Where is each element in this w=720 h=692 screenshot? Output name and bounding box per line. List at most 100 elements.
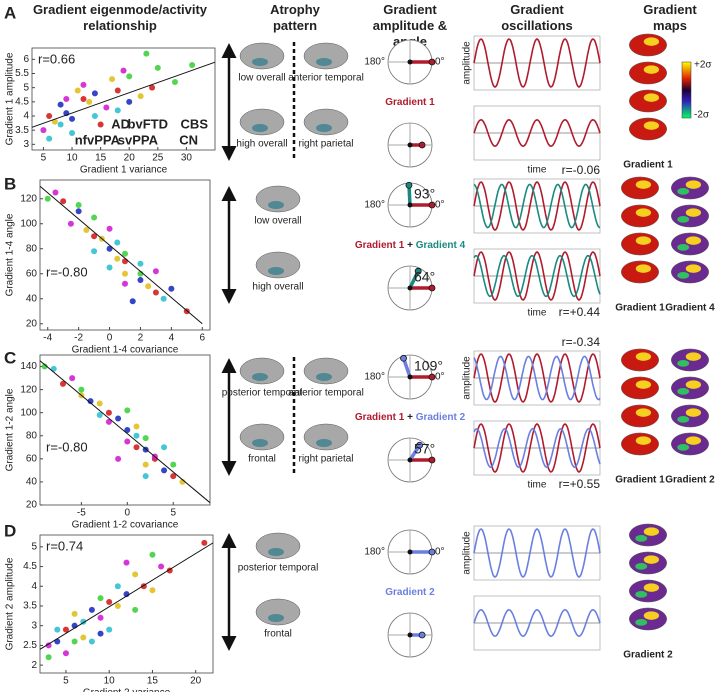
- y-tick-label: 100: [20, 218, 37, 229]
- y-tick-label: 20: [26, 500, 38, 511]
- map-region: [677, 244, 690, 251]
- y-tick-label: 120: [20, 384, 37, 395]
- data-point: [54, 626, 61, 633]
- brain-shape: [239, 423, 285, 451]
- brain-image: [671, 176, 709, 200]
- map-region: [635, 380, 652, 389]
- legend-entry: bvFTD: [128, 116, 168, 131]
- brain-image: [303, 108, 349, 136]
- atrophy-region: [268, 267, 284, 275]
- y-tick-label: 60: [26, 268, 38, 279]
- atrophy-region: [268, 201, 284, 209]
- plot-frame: [39, 534, 214, 674]
- data-point: [41, 363, 48, 370]
- dial-center: [407, 202, 413, 208]
- data-point: [96, 400, 103, 407]
- x-tick-label: 5: [170, 508, 176, 519]
- y-tick-label: 60: [26, 453, 38, 464]
- data-point: [106, 599, 113, 606]
- brain-image: [671, 204, 709, 228]
- colorbar: [681, 61, 692, 119]
- x-tick-label: -4: [43, 333, 52, 344]
- x-axis-label: Gradient 1 variance: [80, 165, 168, 176]
- y-tick-label: 40: [26, 477, 38, 488]
- legend-entry: nfvPPA: [75, 132, 121, 147]
- brain-image: [621, 404, 659, 428]
- data-point: [133, 423, 140, 430]
- map-region: [677, 416, 690, 423]
- data-point: [114, 87, 121, 94]
- data-point: [80, 634, 87, 641]
- data-point: [124, 427, 131, 433]
- column-header: Atrophy pattern: [270, 2, 320, 33]
- y-axis-label: Gradient 1-4 angle: [5, 213, 16, 296]
- data-point: [126, 73, 133, 80]
- vector-tip: [428, 548, 436, 556]
- caption-part: +: [407, 240, 413, 251]
- map-region: [635, 619, 648, 626]
- data-point: [132, 571, 139, 578]
- data-point: [160, 295, 167, 302]
- oscillation-x-label: time: [528, 480, 547, 491]
- angle-axis-label: 180°: [364, 200, 385, 211]
- data-point: [80, 81, 87, 88]
- brain-shape: [303, 423, 349, 451]
- atrophy-region: [316, 124, 332, 132]
- vector-tip: [428, 201, 436, 209]
- data-point: [145, 283, 152, 290]
- brain-shape: [303, 108, 349, 136]
- brain-image: [671, 432, 709, 456]
- map-region: [677, 360, 690, 367]
- fit-line: [31, 61, 216, 128]
- data-point: [91, 113, 98, 119]
- column-header: Gradient eigenmode/activity relationship: [32, 2, 208, 33]
- plot-frame: [39, 354, 211, 506]
- fit-line: [39, 360, 211, 504]
- y-tick-label: 4.5: [15, 96, 29, 107]
- data-point: [91, 214, 98, 221]
- data-point: [161, 444, 168, 451]
- map-region: [635, 436, 652, 445]
- data-point: [103, 104, 110, 111]
- angle-label: 109°: [414, 358, 443, 374]
- map-region: [635, 408, 652, 417]
- angle-axis-label: 0°: [435, 547, 445, 558]
- atrophy-label: low overall: [254, 216, 301, 227]
- brain-image: [629, 117, 667, 141]
- map-region: [677, 188, 690, 195]
- oscillation-wave: [473, 38, 601, 88]
- data-point: [168, 285, 175, 292]
- brain-image: [671, 404, 709, 428]
- data-point: [57, 121, 64, 128]
- oscillation-wave: [473, 183, 601, 229]
- atrophy-label: frontal: [264, 629, 292, 640]
- data-point: [124, 438, 131, 445]
- panel-letter: A: [4, 3, 16, 22]
- data-point: [142, 473, 149, 480]
- y-tick-label: 3.5: [23, 601, 37, 612]
- atrophy-region: [268, 614, 284, 622]
- brain-image: [255, 185, 301, 213]
- brain-image: [621, 232, 659, 256]
- brain-shape: [255, 185, 301, 213]
- vector-tip: [428, 373, 436, 381]
- y-axis-label: Gradient 1 amplitude: [5, 52, 16, 145]
- data-point: [201, 539, 208, 546]
- atrophy-region: [252, 58, 268, 66]
- map-region: [677, 444, 690, 451]
- map-region: [685, 208, 702, 217]
- dial-center: [407, 59, 413, 65]
- y-tick-label: 120: [20, 193, 37, 204]
- brain-image: [629, 607, 667, 631]
- data-point: [88, 638, 95, 645]
- x-tick-label: 4: [169, 333, 175, 344]
- oscillation-wave: [473, 355, 601, 401]
- map-region: [685, 236, 702, 245]
- data-point: [149, 84, 156, 91]
- brain-image: [629, 89, 667, 113]
- brain-image: [629, 33, 667, 57]
- atrophy-region: [316, 439, 332, 447]
- brain-image: [629, 61, 667, 85]
- angle-label: 64°: [414, 269, 435, 285]
- caption-part: Gradient 4: [416, 240, 466, 251]
